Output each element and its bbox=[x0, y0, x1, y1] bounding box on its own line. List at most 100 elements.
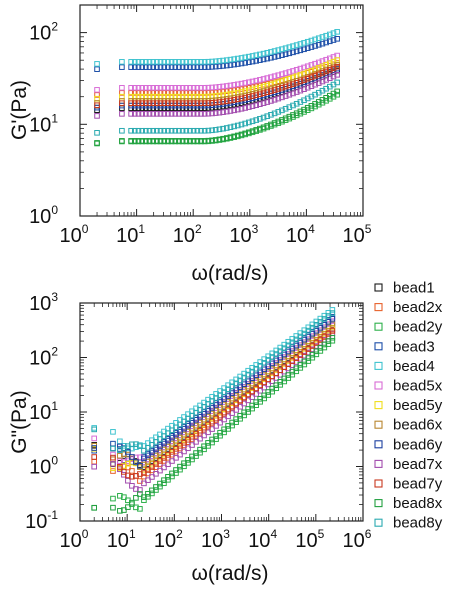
gprime-point-bead7x bbox=[194, 111, 201, 117]
bottom-x-tick-label: 106 bbox=[343, 527, 372, 552]
gprime-point-bead3 bbox=[128, 64, 134, 70]
gdoubleprime-point-bead6y bbox=[237, 384, 243, 390]
gprime-point-bead7x bbox=[201, 111, 208, 117]
bottom-x-tick-label: 101 bbox=[107, 527, 136, 552]
gdoubleprime-point-bead2y bbox=[153, 487, 159, 493]
gdoubleprime-point-bead5x bbox=[110, 451, 116, 458]
gprime-point-bead8y bbox=[275, 109, 282, 115]
gprime-point-bead8y bbox=[183, 127, 190, 134]
gprime-point-bead5x bbox=[231, 82, 237, 88]
gprime-point-bead7x bbox=[128, 111, 134, 117]
gprime-point-bead7y bbox=[279, 84, 285, 91]
gprime-point-bead5x bbox=[165, 85, 171, 91]
gdoubleprime-point-bead8x bbox=[153, 484, 159, 490]
gprime-point-bead7y bbox=[201, 100, 208, 106]
gprime-point-bead4 bbox=[246, 53, 252, 60]
gdoubleprime-point-bead2y bbox=[177, 466, 183, 473]
gprime-point-bead3 bbox=[249, 58, 256, 65]
gprime-point-bead7x bbox=[319, 78, 326, 85]
gprime-point-bead7x bbox=[279, 94, 285, 101]
gdoubleprime-point-bead4 bbox=[233, 376, 239, 383]
gprime-point-bead4 bbox=[143, 59, 149, 65]
gdoubleprime-point-bead8y bbox=[289, 339, 296, 346]
gdoubleprime-point-bead2y bbox=[253, 402, 259, 408]
gprime-point-bead7x bbox=[216, 109, 223, 116]
gprime-point-bead7y bbox=[220, 98, 226, 105]
gdoubleprime-point-bead8x bbox=[157, 480, 163, 487]
gdoubleprime-point-bead6x bbox=[169, 440, 175, 447]
gdoubleprime-point-bead8y bbox=[237, 377, 243, 384]
gprime-point-bead4 bbox=[157, 59, 164, 65]
gdoubleprime-point-bead6y bbox=[213, 402, 219, 408]
gprime-point-bead7x bbox=[198, 111, 204, 117]
legend: bead1 bead2x bead2y bead3 bead4 bead5x bead5y b… bbox=[374, 280, 443, 532]
gdoubleprime-point-bead8y bbox=[253, 365, 259, 372]
gprime-point-bead5x bbox=[271, 73, 278, 79]
gdoubleprime-point-bead2y bbox=[189, 456, 195, 463]
gdoubleprime-point-bead8x bbox=[213, 433, 219, 439]
legend-marker-bead2y bbox=[374, 322, 383, 331]
gdoubleprime-point-bead6x bbox=[193, 422, 199, 429]
gprime-point-bead7y bbox=[231, 97, 237, 103]
gprime-point-bead4 bbox=[279, 46, 285, 52]
top-y-tick-label: 101 bbox=[29, 111, 58, 136]
gdoubleprime-point-bead2y bbox=[329, 337, 336, 344]
gdoubleprime-point-bead2y bbox=[261, 395, 267, 402]
gdoubleprime-point-bead6y bbox=[129, 454, 135, 460]
gdoubleprime-point-bead7y bbox=[245, 391, 251, 398]
gprime-point-bead8y bbox=[172, 127, 179, 134]
gprime-point-bead8y bbox=[238, 121, 245, 128]
gprime-point-bead3 bbox=[201, 64, 208, 70]
gdoubleprime-point-bead7x bbox=[121, 471, 127, 478]
gprime-point-bead3 bbox=[275, 53, 282, 59]
gprime-point-bead8x bbox=[235, 132, 241, 139]
gprime-point-bead3 bbox=[264, 55, 271, 62]
gdoubleprime-point-bead8y bbox=[161, 433, 167, 439]
gprime-point-bead8x bbox=[216, 136, 223, 143]
gdoubleprime-point-bead4 bbox=[265, 353, 271, 360]
gprime-point-bead5x bbox=[198, 85, 204, 91]
gprime-point-bead5x bbox=[235, 81, 241, 88]
gdoubleprime-point-bead6y bbox=[281, 351, 288, 358]
gdoubleprime-point-bead6x bbox=[161, 446, 167, 453]
gprime-point-bead8y bbox=[223, 125, 230, 131]
gdoubleprime-point-bead6y bbox=[221, 396, 227, 402]
gdoubleprime-point-bead2y bbox=[245, 409, 251, 415]
gprime-point-bead3 bbox=[94, 66, 100, 72]
gprime-point-bead4 bbox=[190, 59, 197, 65]
gdoubleprime-point-bead7y bbox=[169, 449, 175, 455]
gprime-point-bead5x bbox=[176, 85, 182, 91]
gprime-point-bead8x bbox=[143, 138, 149, 144]
gprime-point-bead8y bbox=[253, 117, 260, 123]
gprime-point-bead8x bbox=[131, 138, 138, 144]
gdoubleprime-point-bead8y bbox=[189, 412, 195, 419]
gprime-point-bead3 bbox=[135, 64, 142, 70]
gdoubleprime-point-bead8x bbox=[185, 457, 191, 463]
gprime-point-bead3 bbox=[223, 62, 230, 69]
gprime-point-bead8x bbox=[246, 129, 252, 136]
gdoubleprime-point-bead8y bbox=[169, 427, 175, 434]
gprime-point-bead7y bbox=[246, 94, 252, 100]
gdoubleprime-point-bead2x bbox=[91, 458, 97, 465]
gprime-point-bead7x bbox=[282, 93, 289, 99]
gdoubleprime-point-bead2y bbox=[145, 493, 151, 500]
gprime-point-bead7y bbox=[216, 99, 223, 105]
gprime-point-bead4 bbox=[315, 35, 322, 42]
gdoubleprime-point-bead8y bbox=[293, 336, 300, 343]
gprime-point-bead7y bbox=[172, 100, 179, 106]
legend-label-bead8x: bead8x bbox=[393, 495, 443, 512]
gdoubleprime-point-bead8x bbox=[237, 412, 243, 419]
gdoubleprime-point-bead2y bbox=[165, 477, 171, 483]
gdoubleprime-point-bead2y bbox=[117, 493, 123, 499]
gdoubleprime-point-bead8y bbox=[209, 398, 215, 404]
legend-label-bead7y: bead7y bbox=[393, 476, 443, 493]
gdoubleprime-point-bead6y bbox=[205, 408, 211, 414]
gdoubleprime-point-bead6y bbox=[309, 330, 316, 337]
gprime-point-bead5x bbox=[246, 79, 252, 86]
gprime-point-bead2y bbox=[334, 91, 340, 98]
gdoubleprime-point-bead6y bbox=[181, 425, 187, 432]
gdoubleprime-point-bead6x bbox=[173, 437, 179, 444]
gprime-point-bead5x bbox=[150, 85, 156, 91]
gprime-point-bead7x bbox=[227, 108, 234, 114]
gprime-point-bead3 bbox=[161, 64, 168, 70]
